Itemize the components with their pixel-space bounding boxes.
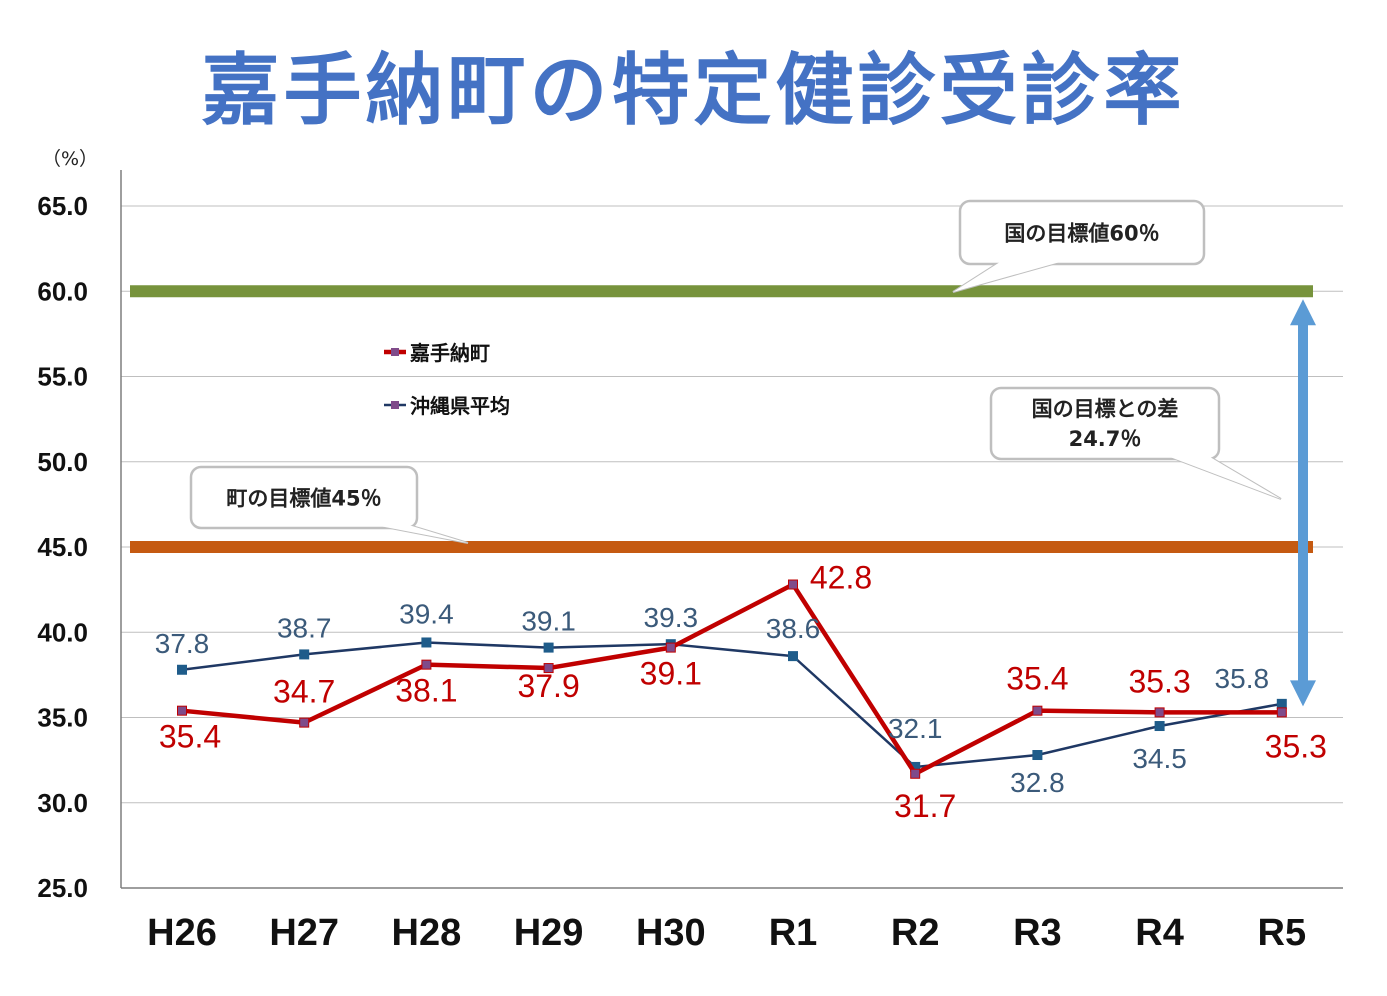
okinawa-series-point bbox=[1154, 721, 1165, 732]
callout-text: 国の目標との差 bbox=[1032, 397, 1179, 421]
x-tick-label: H29 bbox=[514, 912, 584, 954]
okinawa-data-label: 35.8 bbox=[1215, 663, 1270, 694]
gap-arrow-shaft bbox=[1298, 323, 1308, 683]
legend-kadena-label: 嘉手納町 bbox=[409, 341, 490, 365]
okinawa-series-point bbox=[1276, 698, 1287, 709]
okinawa-data-label: 38.6 bbox=[766, 613, 821, 644]
x-tick-label: R4 bbox=[1135, 912, 1184, 954]
okinawa-series-line bbox=[181, 641, 1283, 769]
chart-title: 嘉手納町の特定健診受診率 bbox=[201, 46, 1186, 136]
okinawa-series-point bbox=[177, 664, 187, 675]
callout-box bbox=[189, 465, 419, 530]
national-target-callout: 国の目標値60％ bbox=[952, 199, 1206, 293]
okinawa-series-point bbox=[299, 649, 310, 660]
okinawa-series-point bbox=[543, 642, 554, 653]
x-tick-label: R3 bbox=[1013, 912, 1062, 954]
kadena-series-point bbox=[1276, 707, 1287, 718]
kadena-data-label: 38.1 bbox=[395, 673, 457, 709]
kadena-series-line bbox=[181, 582, 1282, 777]
x-tick-label: H26 bbox=[147, 912, 217, 954]
okinawa-data-label: 32.8 bbox=[1010, 767, 1065, 798]
y-tick-label: 45.0 bbox=[37, 532, 88, 562]
x-tick-label: R2 bbox=[891, 912, 940, 954]
legend-okinawa-marker bbox=[391, 401, 399, 409]
kadena-data-label: 34.7 bbox=[273, 674, 335, 710]
kadena-series-point bbox=[910, 768, 921, 779]
kadena-series-point bbox=[1032, 705, 1043, 716]
y-axis-unit: （%） bbox=[42, 148, 99, 170]
okinawa-data-label: 39.1 bbox=[521, 606, 576, 637]
kadena-data-label: 31.7 bbox=[894, 788, 956, 824]
callout-tail-fill bbox=[953, 262, 1060, 292]
kadena-series-point bbox=[788, 579, 798, 590]
kadena-series-point bbox=[1154, 707, 1165, 718]
callout-box bbox=[958, 199, 1206, 266]
okinawa-data-label: 39.3 bbox=[644, 602, 699, 633]
kadena-data-label: 35.4 bbox=[159, 719, 221, 755]
okinawa-series-point bbox=[788, 651, 798, 662]
kadena-data-label: 39.1 bbox=[640, 656, 702, 692]
y-tick-label: 50.0 bbox=[37, 447, 88, 477]
y-tick-label: 65.0 bbox=[37, 191, 88, 221]
kadena-data-label: 35.4 bbox=[1006, 661, 1068, 697]
kadena-data-label: 35.3 bbox=[1265, 728, 1327, 764]
kadena-data-label: 37.9 bbox=[517, 668, 579, 704]
kadena-series-point bbox=[299, 717, 310, 728]
y-tick-label: 40.0 bbox=[37, 617, 88, 647]
x-tick-label: R5 bbox=[1258, 912, 1307, 954]
y-tick-label: 55.0 bbox=[37, 362, 88, 392]
callout-text: 24.7％ bbox=[1069, 427, 1142, 451]
kadena-series-point bbox=[665, 642, 676, 653]
okinawa-data-label: 37.8 bbox=[155, 628, 210, 659]
town-target-line bbox=[130, 541, 1313, 553]
x-tick-label: H30 bbox=[636, 912, 706, 954]
callout-text: 国の目標値60％ bbox=[1004, 222, 1159, 246]
callout-box bbox=[989, 386, 1221, 461]
kadena-series-point bbox=[543, 663, 554, 674]
okinawa-series-point bbox=[421, 637, 432, 648]
okinawa-data-label: 39.4 bbox=[399, 598, 454, 629]
okinawa-data-label: 34.5 bbox=[1132, 743, 1187, 774]
callout-text: 町の目標値45％ bbox=[226, 487, 381, 511]
national-target-line bbox=[130, 285, 1313, 298]
x-tick-label: H28 bbox=[392, 912, 462, 954]
x-tick-label: H27 bbox=[269, 912, 339, 954]
y-tick-label: 60.0 bbox=[37, 276, 88, 306]
gap-arrow-head-up bbox=[1290, 299, 1316, 326]
legend-okinawa-label: 沖縄県平均 bbox=[410, 394, 510, 418]
legend-kadena-marker bbox=[391, 348, 399, 356]
callout-tail-fill bbox=[1170, 457, 1281, 499]
gap-callout: 国の目標との差 24.7％ bbox=[989, 386, 1282, 500]
gap-arrow-head-down bbox=[1290, 680, 1316, 707]
callout-tail-fill bbox=[380, 526, 468, 543]
kadena-data-label: 42.8 bbox=[810, 560, 872, 596]
kadena-data-label: 35.3 bbox=[1128, 663, 1190, 699]
y-tick-label: 25.0 bbox=[37, 873, 88, 903]
okinawa-series-point bbox=[1032, 750, 1043, 761]
kadena-series-point bbox=[177, 705, 187, 716]
okinawa-data-label: 38.7 bbox=[277, 612, 332, 643]
x-tick-label: R1 bbox=[769, 912, 818, 954]
okinawa-data-label: 32.1 bbox=[888, 713, 943, 744]
town-target-callout: 町の目標値45％ bbox=[189, 465, 469, 544]
y-tick-label: 35.0 bbox=[37, 703, 88, 733]
y-tick-label: 30.0 bbox=[37, 788, 88, 818]
kadena-series-point bbox=[421, 659, 432, 670]
